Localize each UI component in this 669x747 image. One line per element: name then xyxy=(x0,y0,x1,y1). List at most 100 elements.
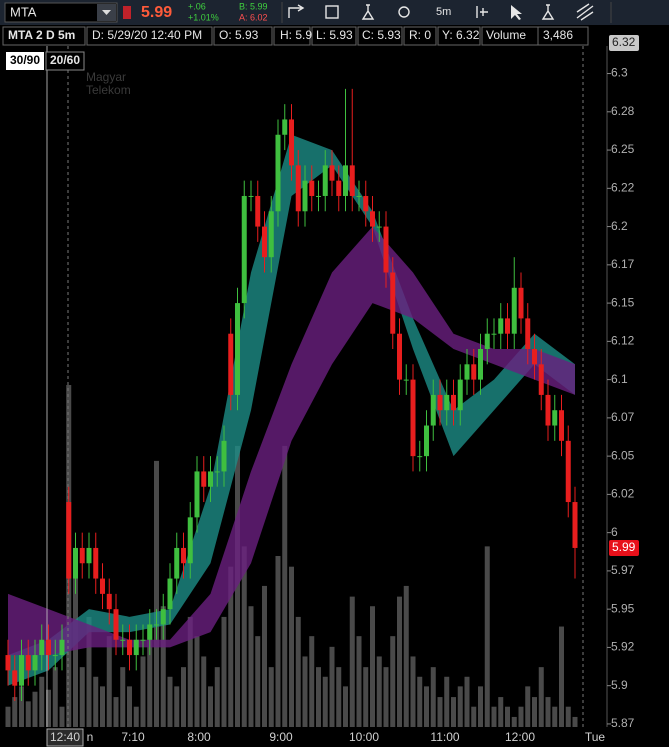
candle-body xyxy=(491,333,497,335)
y-tick-label: 6.05 xyxy=(611,448,635,462)
chart-area: 6.3 6.28 6.25 6.22 6.2 6.17 6.15 6.12 6.1 6.07 6.0… xyxy=(0,34,669,747)
layout-button[interactable] xyxy=(476,6,488,18)
candle-body xyxy=(59,639,65,656)
volume-bar xyxy=(46,689,51,727)
flag-icon[interactable] xyxy=(123,6,131,19)
volume-bar xyxy=(491,706,497,727)
candle-body xyxy=(208,471,213,487)
info-cell xyxy=(537,26,589,46)
volume-bar xyxy=(410,656,416,727)
candle-body xyxy=(322,165,328,196)
candle-body xyxy=(572,502,578,548)
candle-body xyxy=(397,333,402,380)
close: C: 5.93 xyxy=(362,28,401,42)
volume-bar xyxy=(316,667,321,727)
x-tick-label: 12:40 xyxy=(50,730,80,744)
candle-body xyxy=(451,394,456,411)
y-tick-label: 6.2 xyxy=(611,219,628,233)
time-axis xyxy=(0,727,669,747)
y-tick-label: 6.17 xyxy=(611,257,635,271)
candle-body xyxy=(154,624,159,626)
symbol: MTA xyxy=(10,4,37,19)
volume-bar xyxy=(437,697,443,727)
candle-body xyxy=(140,639,146,641)
lab-button[interactable] xyxy=(541,4,555,20)
volume-bar xyxy=(363,667,369,727)
volume-bar xyxy=(302,656,308,727)
volume-bar xyxy=(12,697,18,727)
candle-body xyxy=(444,394,450,411)
candle-body xyxy=(383,226,389,273)
candle-body xyxy=(282,119,288,135)
x-tick-label: 9:00 xyxy=(269,730,293,744)
volume-bar xyxy=(518,706,524,727)
candle-body xyxy=(106,593,112,610)
candle-body xyxy=(120,639,126,641)
volume-bar xyxy=(376,656,382,727)
volume-bar xyxy=(59,706,65,727)
candle-body xyxy=(147,624,153,640)
x-tick-label: n xyxy=(87,730,94,744)
candle-body xyxy=(511,287,517,334)
interval-button[interactable]: 5m xyxy=(436,6,451,18)
candle-body xyxy=(46,639,51,656)
candle-body xyxy=(289,119,294,166)
y-tick-label: 6.07 xyxy=(611,410,635,424)
symbol-input[interactable] xyxy=(4,2,118,23)
drawing-button[interactable] xyxy=(576,3,594,21)
volume: 3,486 xyxy=(543,28,573,42)
candle-body xyxy=(228,333,234,395)
candle-body xyxy=(363,195,369,212)
volume-bar xyxy=(295,616,301,727)
volume-bar xyxy=(160,606,166,727)
settings-button[interactable] xyxy=(398,6,410,18)
candle-body xyxy=(424,425,429,457)
share-button[interactable] xyxy=(288,4,305,18)
candle-body xyxy=(417,456,423,458)
y-tick-label: 5.87 xyxy=(611,716,635,730)
y-tick-label: 6.28 xyxy=(611,104,635,118)
y-tick-label: 6.25 xyxy=(611,142,635,156)
y-tick-label: 6.02 xyxy=(611,487,635,501)
study-button-label: 30/90 xyxy=(10,53,40,67)
volume-bar xyxy=(552,706,558,727)
volume-bar xyxy=(255,636,261,727)
volume-bar xyxy=(187,616,193,727)
high: H: 5.93 xyxy=(280,28,319,42)
volume-bar xyxy=(356,636,362,727)
x-tick-label: 8:00 xyxy=(187,730,211,744)
candle-body xyxy=(370,211,375,227)
volume-bar xyxy=(457,686,463,727)
volume-bar xyxy=(390,636,396,727)
x-tick-label: 11:00 xyxy=(430,730,459,744)
volume-bar xyxy=(275,556,281,727)
studies-button[interactable] xyxy=(325,5,339,19)
toolbar-buttons: 5m xyxy=(281,2,612,23)
candle-body xyxy=(255,195,261,227)
flask-button[interactable] xyxy=(361,4,375,20)
volume-bar xyxy=(228,566,234,727)
date: D: 5/29/20 12:40 PM xyxy=(92,28,202,42)
volume-bar xyxy=(282,445,288,727)
last-price: 5.99 xyxy=(141,4,172,21)
time-cursor-box xyxy=(46,728,84,747)
volume-bar xyxy=(511,716,517,727)
candle-body xyxy=(241,195,247,304)
info-cell xyxy=(311,26,357,46)
volume-bar xyxy=(424,686,429,727)
candle-body xyxy=(133,639,139,656)
ask: A: 6.02 xyxy=(239,12,268,22)
candle-body xyxy=(430,394,436,426)
volume-bar xyxy=(147,626,153,727)
volume-bar xyxy=(451,697,456,727)
candle-body xyxy=(201,471,207,487)
study-button[interactable] xyxy=(45,51,85,71)
volume-bar xyxy=(113,697,119,727)
cursor-button[interactable] xyxy=(511,5,522,20)
price-axis xyxy=(607,46,669,727)
study-button[interactable] xyxy=(6,52,44,70)
volume-bar xyxy=(397,596,402,727)
candle-body xyxy=(127,639,132,656)
volume-bar xyxy=(133,706,139,727)
volume-bar xyxy=(505,706,510,727)
